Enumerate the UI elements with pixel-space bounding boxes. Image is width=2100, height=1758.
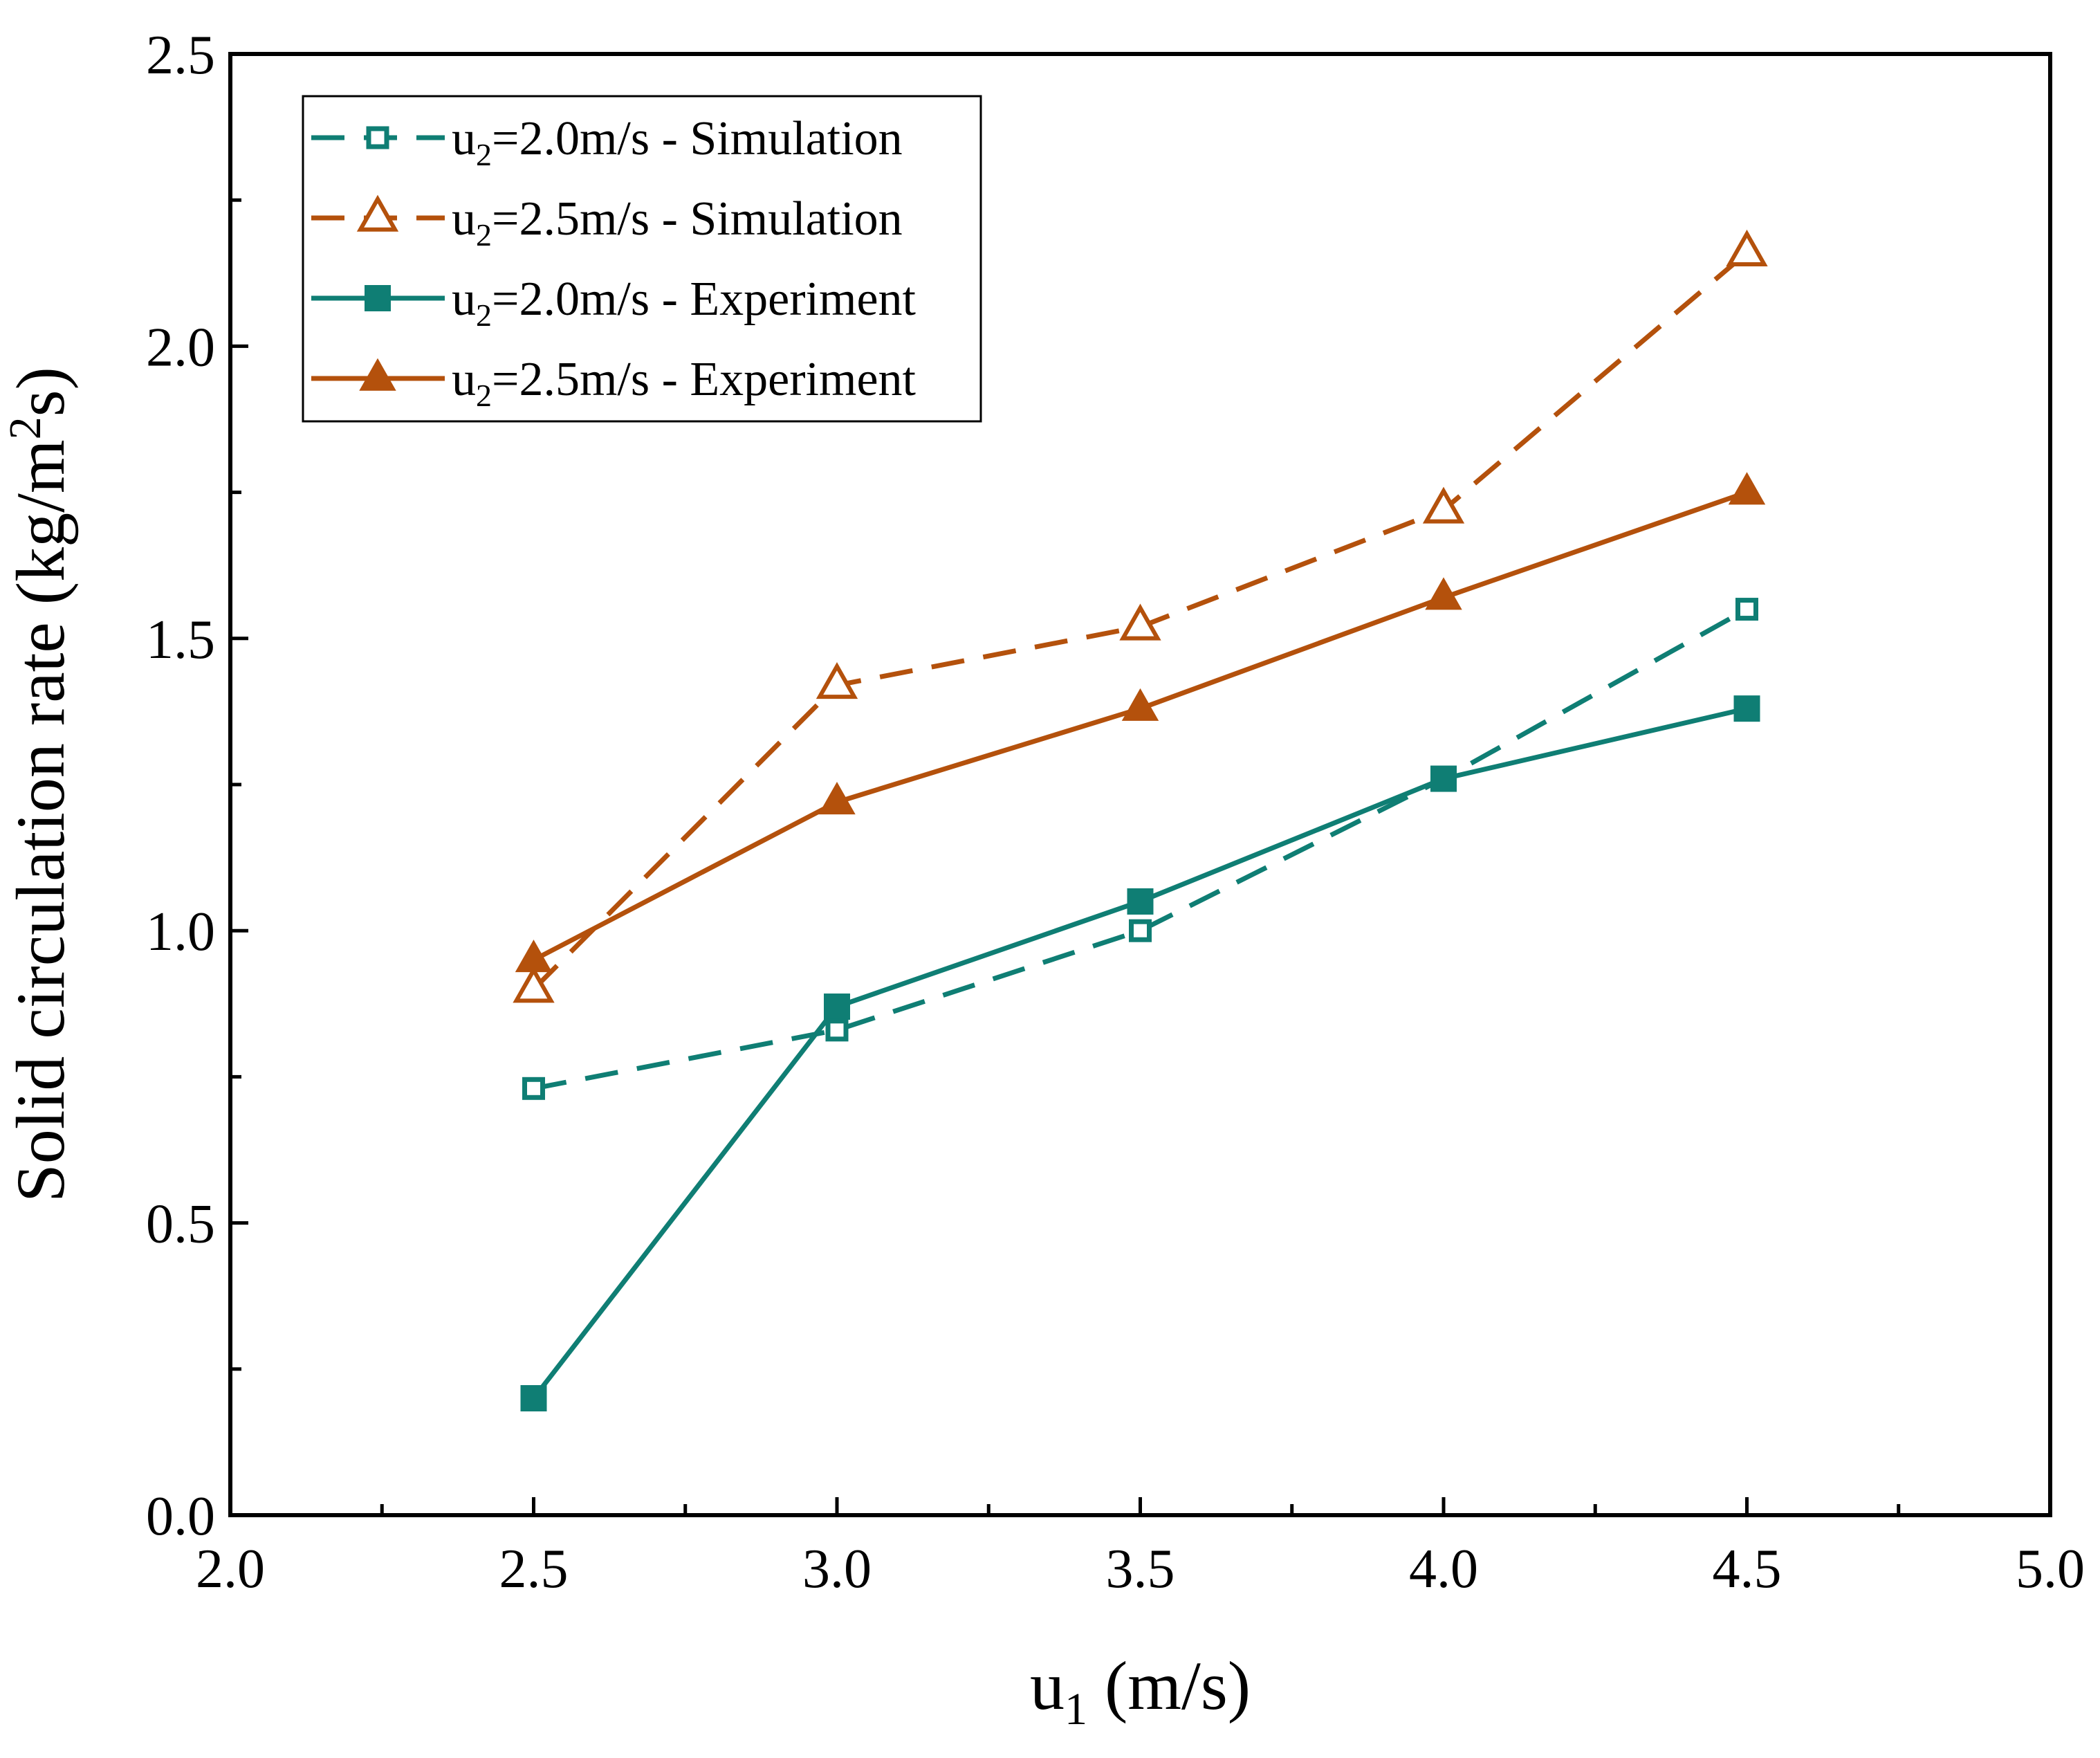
series-3-point [520,1385,547,1412]
legend-item-1: u2=2.0m/s - Simulation [311,112,903,172]
series-3-point [1127,888,1154,915]
series-4 [515,472,1766,973]
series-1-point [522,1077,545,1100]
series-layer [513,229,1768,1412]
legend-label-sub: 2 [476,137,492,172]
legend-label-base: u [452,112,476,165]
series-1-point [1129,919,1152,942]
series-1-point [1735,598,1758,621]
y-tick-label: 2.5 [146,25,215,86]
series-1-point [825,1018,849,1042]
series-3-point [824,994,850,1020]
legend-label: u2=2.5m/s - Experiment [452,353,917,413]
x-axis-title: u1 (m/s) [1030,1647,1251,1734]
series-2-point [513,966,555,1003]
y-tick-label: 1.5 [146,610,215,670]
legend-marker [366,126,389,149]
series-4-point [515,940,553,973]
y-tick-label: 0.0 [146,1486,215,1547]
series-4-point [1728,472,1766,505]
series-4-point [1121,688,1159,721]
legend-label-base: u [452,353,476,406]
legend-marker [356,194,399,232]
legend-label-base: u [452,192,476,246]
series-3 [520,695,1760,1412]
legend-label: u2=2.0m/s - Experiment [452,273,917,333]
legend-label-rest: =2.0m/s - Experiment [492,273,917,326]
y-axis-title-tail: s) [2,367,79,416]
x-tick-label: 5.0 [2016,1539,2085,1600]
series-2-point [1119,603,1161,641]
legend-label-sub: 2 [476,378,492,413]
y-tick-label: 2.0 [146,317,215,378]
y-axis-title-text: Solid circulation rate (kg/m [2,439,79,1202]
series-2-point [816,662,858,699]
x-axis-title-rest: (m/s) [1087,1647,1251,1724]
legend-marker [359,358,396,391]
series-4-point [1425,577,1462,610]
x-tick-label: 4.5 [1713,1539,1782,1600]
series-2 [513,229,1768,1003]
legend-label-rest: =2.5m/s - Simulation [492,192,903,246]
x-tick-label: 3.5 [1106,1539,1175,1600]
series-1-line [533,607,1749,1091]
x-tick-label: 4.0 [1409,1539,1478,1600]
legend-box [302,95,982,423]
legend-item-4: u2=2.5m/s - Experiment [311,353,917,413]
y-axis-title-sup: 2 [0,416,50,439]
axes-layer: 2.0 2.5 3.0 3.5 4.0 4.5 5.0 0.0 0.5 1.0 1.5 2.0 2.5 [146,25,2085,1600]
x-tick-label: 3.0 [802,1539,872,1600]
y-axis-title: Solid circulation rate (kg/m2s) [0,367,79,1202]
x-axis-title-base: u [1030,1647,1065,1724]
legend-item-2: u2=2.5m/s - Simulation [311,192,903,253]
legend-label-sub: 2 [476,217,492,253]
x-tick-label: 2.5 [499,1539,569,1600]
y-tick-label: 0.5 [146,1194,215,1255]
legend-label-sub: 2 [476,297,492,333]
series-3-point [1733,695,1760,722]
legend-marker [365,285,391,311]
series-2-point [1422,486,1465,524]
x-axis-title-sub: 1 [1065,1684,1087,1734]
axis-titles: u1 (m/s) Solid circulation rate (kg/m2s) [0,367,1251,1734]
legend-item-3: u2=2.0m/s - Experiment [311,273,917,333]
series-3-point [1430,765,1457,792]
legend-label: u2=2.0m/s - Simulation [452,112,903,172]
legend-label-rest: =2.5m/s - Experiment [492,353,917,406]
y-tick-label: 1.0 [146,901,215,962]
x-tick-label: 2.0 [196,1539,265,1600]
legend-label-rest: =2.0m/s - Simulation [492,112,903,165]
legend-label: u2=2.5m/s - Simulation [452,192,903,253]
legend-label-base: u [452,273,476,326]
series-4-point [818,782,856,815]
series-2-point [1726,229,1768,266]
